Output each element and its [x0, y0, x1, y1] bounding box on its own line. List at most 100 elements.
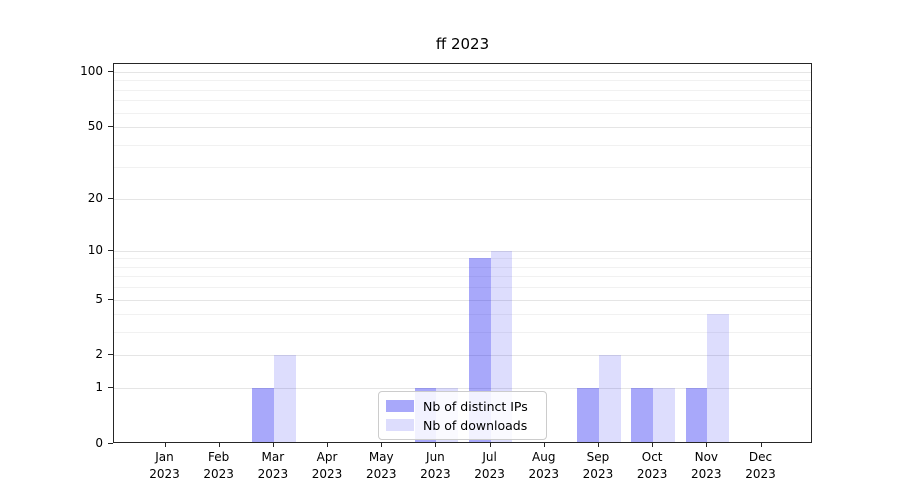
- x-tick-label: Nov 2023: [678, 449, 734, 482]
- bar-distinct-ips: [631, 388, 654, 442]
- x-tick-label: Dec 2023: [733, 449, 789, 482]
- x-tick-label: Jun 2023: [407, 449, 463, 482]
- y-tick-mark: [108, 70, 113, 72]
- x-tick-mark: [381, 443, 383, 447]
- y-tick-label: 5: [95, 291, 103, 306]
- x-tick-year: 2023: [420, 466, 451, 481]
- x-tick-year: 2023: [636, 466, 668, 481]
- bar-downloads: [707, 314, 729, 442]
- legend: Nb of distinct IPs Nb of downloads: [378, 391, 547, 440]
- y-tick-label: 1: [95, 380, 103, 395]
- x-tick-year: 2023: [257, 466, 289, 481]
- bar-downloads: [598, 355, 621, 442]
- x-tick-year: 2023: [311, 466, 343, 481]
- x-tick-month: Jan: [155, 450, 174, 464]
- x-tick-mark: [706, 443, 708, 447]
- bar-downloads: [653, 388, 675, 442]
- y-tick-label: 20: [87, 190, 103, 205]
- x-tick-mark: [652, 443, 654, 447]
- x-tick-label: May 2023: [353, 449, 409, 482]
- y-tick-mark: [108, 249, 113, 251]
- x-tick-mark: [543, 443, 545, 447]
- x-tick-label: Apr 2023: [299, 449, 355, 482]
- y-tick-mark: [108, 298, 113, 300]
- y-gridline-minor: [114, 89, 811, 91]
- y-gridline-minor: [114, 80, 811, 82]
- y-gridline-minor: [114, 276, 811, 278]
- x-tick-month: May: [368, 450, 394, 464]
- x-tick-year: 2023: [528, 466, 560, 481]
- x-tick-month: Aug: [532, 450, 556, 464]
- x-tick-month: Mar: [261, 450, 285, 464]
- y-gridline-minor: [114, 258, 811, 260]
- x-tick-year: 2023: [203, 466, 234, 481]
- legend-label-distinct-ips: Nb of distinct IPs: [423, 398, 528, 414]
- y-gridline-minor: [114, 287, 811, 289]
- y-gridline-minor: [114, 112, 811, 114]
- x-tick-label: Feb 2023: [191, 449, 247, 482]
- x-tick-mark: [327, 443, 329, 447]
- y-gridline-major: [114, 71, 811, 73]
- x-tick-year: 2023: [149, 466, 180, 481]
- y-tick-mark: [108, 197, 113, 199]
- x-tick-mark: [435, 443, 437, 447]
- legend-item-distinct-ips: Nb of distinct IPs: [386, 397, 539, 415]
- bar-downloads: [273, 355, 296, 442]
- bar-distinct-ips: [577, 388, 599, 442]
- y-gridline-minor: [114, 266, 811, 268]
- legend-item-downloads: Nb of downloads: [386, 416, 539, 434]
- x-tick-month: Jun: [426, 450, 445, 464]
- bar-distinct-ips: [685, 388, 708, 442]
- y-gridline-major: [114, 299, 811, 301]
- x-tick-month: Sep: [586, 450, 610, 464]
- legend-label-downloads: Nb of downloads: [423, 417, 528, 433]
- y-tick-mark: [108, 354, 113, 356]
- x-tick-label: Jul 2023: [462, 449, 518, 482]
- x-tick-mark: [597, 443, 599, 447]
- y-gridline-major: [114, 355, 811, 357]
- chart-title: ff 2023: [435, 35, 490, 53]
- y-gridline-major: [114, 250, 811, 252]
- y-tick-label: 50: [87, 119, 103, 134]
- x-tick-month: Nov: [694, 450, 719, 464]
- y-tick-mark: [108, 387, 113, 389]
- plot-area: Nb of distinct IPs Nb of downloads: [113, 63, 812, 443]
- y-tick-mark: [108, 126, 113, 128]
- x-tick-mark: [164, 443, 166, 447]
- legend-swatch-distinct-ips: [386, 400, 414, 412]
- y-tick-label: 0: [95, 436, 103, 450]
- x-tick-mark: [218, 443, 220, 447]
- y-gridline-minor: [114, 100, 811, 102]
- x-tick-year: 2023: [474, 466, 505, 481]
- x-tick-month: Jul: [482, 450, 497, 464]
- y-gridline-major: [114, 127, 811, 129]
- y-tick-label: 100: [80, 63, 103, 78]
- y-tick-mark: [108, 443, 113, 444]
- x-tick-label: Oct 2023: [624, 449, 680, 482]
- x-tick-month: Oct: [641, 450, 663, 464]
- y-gridline-minor: [114, 167, 811, 169]
- y-gridline-major: [114, 198, 811, 200]
- x-tick-year: 2023: [582, 466, 614, 481]
- y-gridline-minor: [114, 332, 811, 334]
- x-tick-label: Jan 2023: [137, 449, 193, 482]
- bar-distinct-ips: [252, 388, 274, 442]
- x-tick-year: 2023: [691, 466, 722, 481]
- y-gridline-major: [114, 388, 811, 390]
- x-tick-month: Apr: [316, 450, 338, 464]
- y-tick-label: 10: [87, 242, 103, 257]
- x-tick-month: Feb: [208, 450, 230, 464]
- x-tick-year: 2023: [745, 466, 776, 481]
- y-tick-label: 2: [95, 347, 103, 362]
- x-tick-label: Mar 2023: [245, 449, 301, 482]
- legend-swatch-downloads: [386, 419, 414, 431]
- x-tick-month: Dec: [748, 450, 773, 464]
- y-gridline-minor: [114, 314, 811, 316]
- x-tick-mark: [489, 443, 491, 447]
- x-tick-mark: [272, 443, 274, 447]
- x-tick-label: Aug 2023: [516, 449, 572, 482]
- y-gridline-minor: [114, 144, 811, 146]
- x-tick-year: 2023: [365, 466, 397, 481]
- x-tick-label: Sep 2023: [570, 449, 626, 482]
